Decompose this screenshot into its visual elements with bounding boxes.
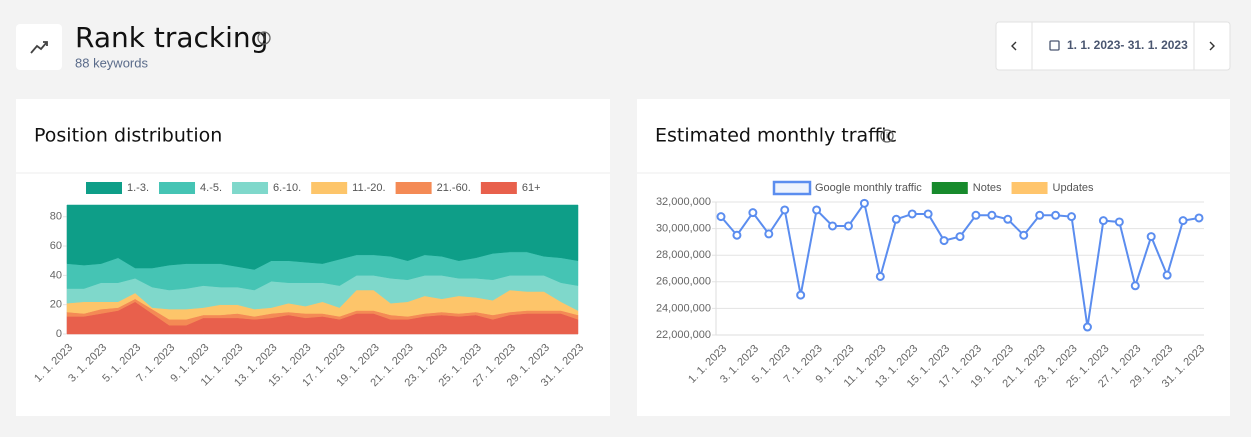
legend-label: Updates	[1053, 182, 1094, 194]
point	[955, 232, 965, 242]
info-icon[interactable]	[257, 31, 271, 45]
point	[1051, 210, 1061, 220]
legend-swatch	[480, 182, 517, 194]
y-tick-label: 32,000,000	[656, 196, 711, 208]
info-icon-i: i	[886, 130, 888, 140]
point	[891, 214, 901, 224]
legend-swatch	[931, 182, 968, 194]
date-range[interactable]: 1. 1. 2023- 31. 1. 2023	[1067, 38, 1188, 52]
legend-label: 11.-20.	[352, 182, 385, 194]
legend-label: Notes	[973, 182, 1002, 194]
next-button[interactable]	[1209, 41, 1215, 51]
point	[875, 271, 885, 281]
y-tick-label: 24,000,000	[656, 302, 711, 314]
y-tick-label: 22,000,000	[656, 329, 711, 341]
y-tick-label: 40	[50, 269, 62, 281]
legend-swatch	[232, 182, 269, 194]
point	[716, 212, 726, 222]
point	[1178, 216, 1188, 226]
y-tick-label: 60	[50, 240, 62, 252]
y-tick-label: 28,000,000	[656, 249, 711, 261]
legend-swatch	[159, 182, 196, 194]
trend-icon-arrow	[43, 41, 48, 46]
point	[971, 210, 981, 220]
point	[1035, 210, 1045, 220]
point	[828, 221, 838, 231]
point	[1194, 213, 1204, 223]
legend-swatch	[1011, 182, 1048, 194]
point	[843, 221, 853, 231]
y-tick-label: 20	[50, 299, 62, 311]
y-tick-label: 80	[50, 211, 62, 223]
y-tick-label: 0	[56, 328, 62, 340]
panel-title: Estimated monthly traffic	[655, 125, 897, 147]
trend-icon	[30, 41, 48, 54]
point	[1114, 217, 1124, 227]
y-tick-label: 26,000,000	[656, 276, 711, 288]
point	[812, 205, 822, 215]
date-picker	[995, 21, 1231, 71]
area	[66, 204, 579, 270]
legend-label: 4.-5.	[200, 182, 222, 194]
legend-swatch	[86, 182, 122, 194]
point	[764, 229, 774, 239]
point	[1003, 214, 1013, 224]
panel-title: Position distribution	[34, 125, 222, 147]
y-tick-label: 30,000,000	[656, 223, 711, 235]
legend-swatch	[311, 182, 348, 194]
point	[1162, 270, 1172, 280]
point	[1082, 322, 1092, 332]
point	[907, 209, 917, 219]
point	[859, 198, 869, 208]
legend-label: Google monthly traffic	[815, 182, 922, 194]
legend-swatch	[395, 182, 432, 194]
legend-label: 61+	[522, 182, 541, 194]
point	[796, 290, 806, 300]
calendar-icon	[1049, 40, 1060, 51]
info-icon-i: i	[263, 32, 265, 42]
point	[939, 236, 949, 246]
point	[1098, 216, 1108, 226]
legend-swatch	[772, 180, 812, 196]
point	[1146, 232, 1156, 242]
point	[1130, 281, 1140, 291]
legend-label: 1.-3.	[127, 182, 149, 194]
page-title: Rank tracking	[75, 21, 268, 54]
legend-label: 6.-10.	[273, 182, 301, 194]
point	[732, 230, 742, 240]
point	[1019, 230, 1029, 240]
page-subtitle: 88 keywords	[75, 55, 148, 70]
info-icon[interactable]	[880, 129, 894, 143]
point	[780, 205, 790, 215]
point	[1067, 212, 1077, 222]
point	[748, 208, 758, 218]
point	[923, 209, 933, 219]
prev-button[interactable]	[1011, 41, 1017, 51]
panel	[637, 99, 1230, 416]
point	[987, 210, 997, 220]
legend-label: 21.-60.	[437, 182, 471, 194]
